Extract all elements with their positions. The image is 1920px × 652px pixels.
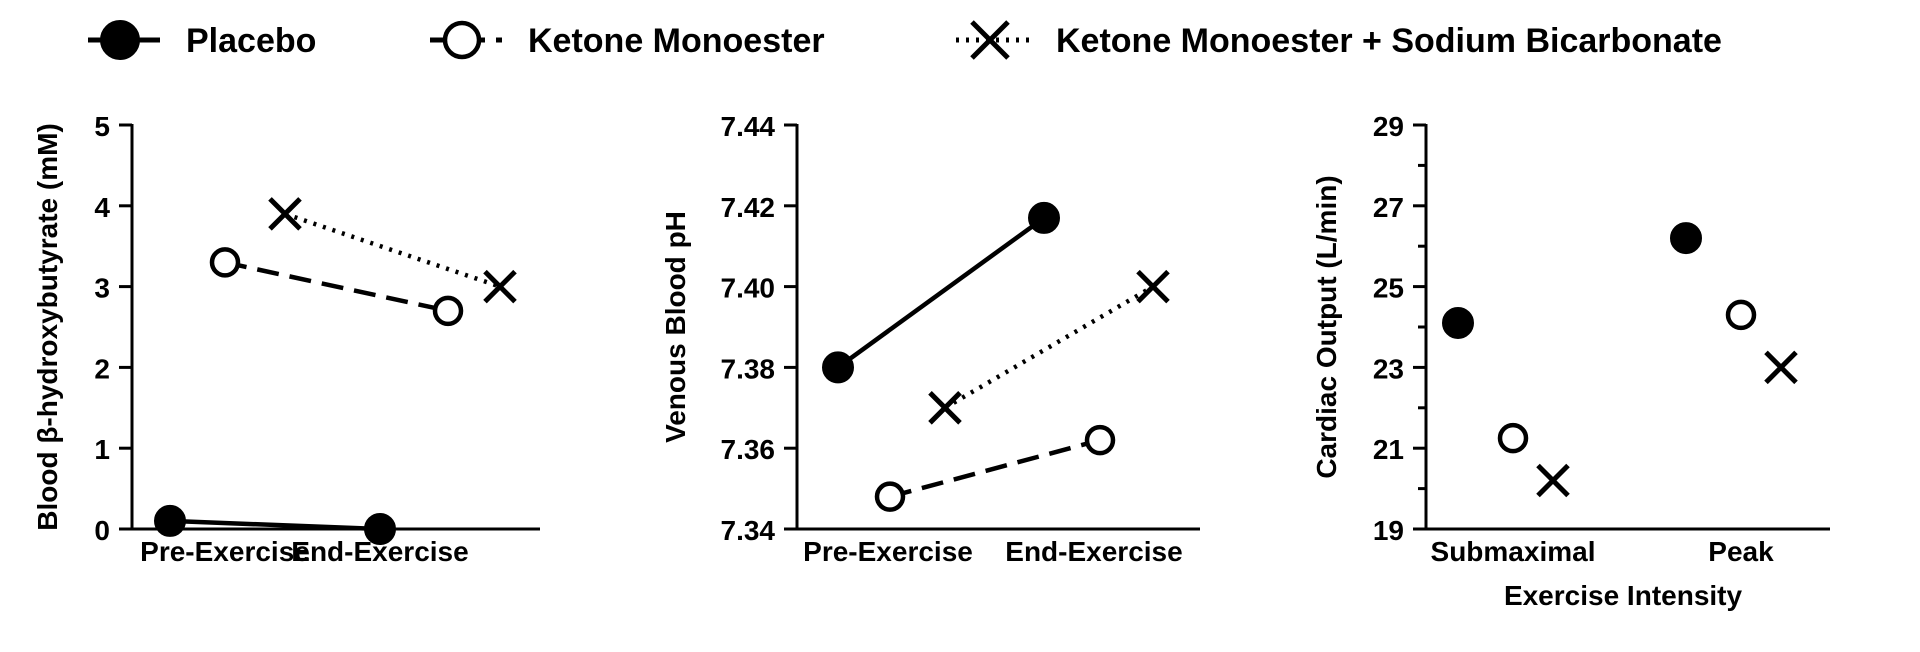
data-point (268, 197, 302, 231)
y-tick-label: 7.40 (721, 273, 776, 304)
y-tick-label: 7.36 (721, 434, 776, 465)
x-tick-label: Peak (1708, 536, 1774, 567)
y-axis-label: Blood β-hydroxybutyrate (mM) (32, 123, 63, 531)
data-point (209, 247, 241, 278)
legend-marker (442, 20, 482, 60)
series-line (169, 518, 381, 532)
legend-label: Ketone Monoester (528, 22, 825, 60)
data-point-stroke (1136, 269, 1170, 304)
y-tick-label: 0 (94, 515, 110, 546)
series-line (224, 260, 449, 314)
legend-item: Placebo (88, 20, 316, 60)
series-line (943, 284, 1155, 410)
series-line (836, 216, 1046, 370)
y-tick-label: 7.42 (721, 192, 776, 223)
legend-item: Ketone Monoester (430, 20, 825, 60)
data-point (364, 513, 396, 545)
x-tick-label: Pre-Exercise (140, 536, 310, 567)
y-tick-label: 1 (94, 434, 110, 465)
data-point (1136, 269, 1170, 304)
y-axis-label: Venous Blood pH (660, 211, 691, 443)
y-tick-label: 23 (1373, 353, 1404, 384)
data-point (1028, 201, 1060, 234)
legend-marker (970, 20, 1010, 60)
data-point (1497, 422, 1529, 454)
x-tick-label: Pre-Exercise (803, 536, 973, 567)
data-point-stroke (483, 269, 517, 304)
legend-marker-stroke (970, 20, 1010, 60)
data-point (1764, 350, 1798, 385)
data-point (483, 269, 517, 304)
series-open-circle (209, 247, 464, 327)
x-tick-label: Submaximal (1431, 536, 1596, 567)
data-point (432, 295, 464, 327)
series-line (284, 211, 501, 289)
y-tick-label: 21 (1373, 434, 1404, 465)
data-point (1442, 306, 1474, 339)
y-tick-label: 27 (1373, 192, 1404, 223)
data-point (1670, 222, 1702, 255)
series-line (889, 437, 1101, 499)
y-tick-label: 5 (94, 111, 110, 142)
series-open-circle (1497, 299, 1757, 454)
y-tick-label: 4 (94, 192, 110, 223)
y-axis-label: Cardiac Output (L/min) (1311, 175, 1342, 478)
x-axis-label: Exercise Intensity (1504, 580, 1743, 611)
legend-marker (100, 20, 140, 60)
data-point (822, 351, 854, 384)
legend: Placebo Ketone Monoester Ketone Monoester … (88, 20, 1722, 60)
y-tick-label: 7.38 (721, 353, 776, 384)
y-tick-label: 3 (94, 273, 110, 304)
chart-panel-3: 19 21 23 25 27 29 Submaximal Peak Cardiac Output… (1311, 111, 1830, 611)
series-filled-circle (154, 504, 396, 545)
y-tick-label: 29 (1373, 111, 1404, 142)
legend-label: Placebo (186, 22, 316, 60)
series-filled-circle (1442, 222, 1702, 339)
y-tick-label: 7.34 (721, 515, 776, 546)
data-point (1536, 463, 1570, 498)
data-point (928, 391, 962, 425)
data-point (154, 504, 186, 537)
data-point (874, 481, 906, 512)
series-filled-circle (822, 201, 1060, 384)
series-cross (1536, 350, 1798, 498)
y-tick-label: 25 (1373, 273, 1404, 304)
series-cross (928, 269, 1170, 425)
y-tick-label: 19 (1373, 515, 1404, 546)
data-point (1084, 424, 1116, 456)
data-point-stroke (928, 391, 962, 425)
y-tick-label: 2 (94, 353, 110, 384)
series-cross (268, 197, 517, 304)
y-tick-label: 7.44 (721, 111, 776, 142)
chart-panel-2: 7.34 7.36 7.38 7.40 7.42 7.44 Pre-Exercise End-… (660, 111, 1200, 567)
data-point-stroke (1764, 350, 1798, 385)
data-point-stroke (268, 197, 302, 231)
series-open-circle (874, 424, 1116, 512)
legend-item: Ketone Monoester + Sodium Bicarbonate (956, 20, 1722, 60)
data-point (1725, 299, 1757, 331)
legend-label: Ketone Monoester + Sodium Bicarbonate (1056, 22, 1722, 60)
data-point-stroke (1536, 463, 1570, 498)
x-tick-label: End-Exercise (1005, 536, 1182, 567)
